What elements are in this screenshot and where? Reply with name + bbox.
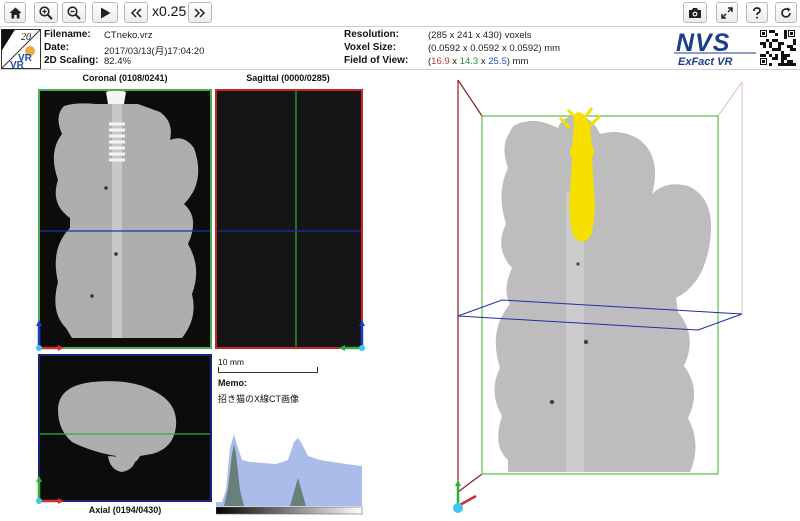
logo-product: ExFact VR bbox=[678, 56, 732, 68]
nvs-logo: NVS ExFact VR bbox=[674, 29, 756, 68]
refresh-button[interactable] bbox=[775, 2, 797, 23]
sagittal-view[interactable] bbox=[213, 86, 365, 352]
volume-object bbox=[494, 116, 712, 472]
sagittal-axis-z-head bbox=[359, 320, 365, 326]
memo-text[interactable]: 招き猫のX線CT画像 bbox=[218, 394, 300, 404]
zoom-level: x0.25 bbox=[152, 3, 187, 19]
scaling-label: 2D Scaling: bbox=[44, 55, 99, 66]
refresh-icon bbox=[781, 7, 791, 18]
filename-value: CTneko.vrz bbox=[104, 30, 153, 41]
axial-tab bbox=[108, 456, 136, 472]
coronal-view[interactable] bbox=[36, 86, 214, 352]
fov-value: (16.9 x 14.3 x 25.5) mm bbox=[428, 56, 529, 67]
memo-label: Memo: bbox=[218, 378, 247, 388]
bbox-red-edges bbox=[457, 79, 483, 493]
histogram-peak-object bbox=[290, 478, 306, 506]
logo-brand: NVS bbox=[676, 29, 730, 57]
histogram-curve bbox=[216, 434, 362, 506]
coronal-axis-x-head bbox=[58, 345, 64, 351]
toolbar: x0.25 bbox=[0, 0, 800, 26]
fov-y: 14.3 bbox=[459, 56, 479, 67]
fov-label: Field of View: bbox=[344, 55, 409, 66]
svg-text:VR: VR bbox=[18, 53, 33, 64]
zoom-out-icon bbox=[67, 5, 81, 20]
axial-caption: Axial (0194/0430) bbox=[88, 505, 162, 515]
fullscreen-button[interactable] bbox=[716, 2, 738, 23]
coronal-void bbox=[90, 294, 94, 298]
volume-void bbox=[583, 339, 589, 345]
help-icon bbox=[753, 6, 761, 19]
qr-code-icon bbox=[760, 30, 796, 66]
svg-text:VR: VR bbox=[10, 60, 25, 69]
scale-label: 10 mm bbox=[218, 357, 244, 367]
svg-text:20: 20 bbox=[21, 32, 31, 43]
coronal-top-insert bbox=[106, 90, 126, 104]
play-button[interactable] bbox=[92, 2, 118, 23]
bbox-front-edges bbox=[457, 80, 743, 492]
axial-view[interactable] bbox=[36, 352, 214, 504]
screenshot-button[interactable] bbox=[683, 2, 707, 23]
axial-axis-x-head bbox=[58, 498, 64, 504]
volume-void bbox=[576, 262, 580, 266]
zoom-in-button[interactable] bbox=[34, 2, 58, 23]
histogram-panel[interactable] bbox=[216, 430, 364, 518]
voxel-size-label: Voxel Size: bbox=[344, 42, 397, 53]
date-label: Date: bbox=[44, 42, 70, 53]
zoom-in-icon bbox=[39, 5, 53, 20]
coronal-screw bbox=[109, 122, 125, 162]
filename-label: Filename: bbox=[44, 29, 91, 40]
home-button[interactable] bbox=[4, 2, 26, 23]
vr-badge-icon: 20 1 VR VR bbox=[1, 29, 41, 69]
sagittal-axis-y-head bbox=[339, 345, 345, 351]
home-icon bbox=[9, 7, 21, 18]
volume-axis-y-head bbox=[455, 480, 461, 486]
volume-render-view[interactable] bbox=[440, 72, 800, 521]
sagittal-caption: Sagittal (0000/0285) bbox=[246, 73, 330, 83]
scale-bar bbox=[218, 367, 318, 373]
zoom-out-button[interactable] bbox=[62, 2, 86, 23]
voxel-size-value: (0.0592 x 0.0592 x 0.0592) mm bbox=[428, 43, 561, 54]
coronal-axis-z-head bbox=[36, 320, 42, 326]
scaling-value: 82.4% bbox=[104, 56, 131, 67]
date-value: 2017/03/13(月)17:04:20 bbox=[104, 46, 205, 57]
fov-x: 16.9 bbox=[431, 56, 450, 67]
svg-text:1: 1 bbox=[5, 41, 10, 52]
help-button[interactable] bbox=[746, 2, 768, 23]
sagittal-origin bbox=[359, 345, 365, 351]
axial-origin bbox=[36, 498, 42, 504]
play-icon bbox=[100, 7, 110, 18]
bbox-green-edges bbox=[481, 115, 719, 475]
sagittal-frame bbox=[215, 89, 363, 349]
camera-icon bbox=[689, 7, 701, 18]
info-header: 20 1 VR VR Filename: CTneko.vrz Date: 20… bbox=[0, 26, 800, 70]
axial-axis-y-head bbox=[36, 476, 42, 482]
coronal-void bbox=[104, 186, 108, 190]
coronal-caption: Coronal (0108/0241) bbox=[82, 73, 168, 83]
fast-forward-icon bbox=[194, 7, 206, 18]
axial-slice-plane[interactable] bbox=[457, 299, 743, 331]
volume-origin bbox=[453, 503, 463, 513]
coronal-object bbox=[53, 103, 199, 338]
coronal-core bbox=[112, 104, 122, 338]
axial-object bbox=[58, 381, 177, 464]
axial-frame bbox=[38, 354, 212, 502]
fov-z: 25.5 bbox=[488, 56, 507, 67]
screw-top-fragments bbox=[558, 107, 602, 130]
volume-core-streak bbox=[566, 192, 584, 472]
grayscale-ramp[interactable] bbox=[216, 506, 363, 515]
coronal-origin bbox=[36, 345, 42, 351]
fast-forward-button[interactable] bbox=[188, 2, 212, 23]
highlighted-screw[interactable] bbox=[569, 112, 595, 242]
expand-icon bbox=[721, 6, 733, 19]
resolution-label: Resolution: bbox=[344, 29, 399, 40]
sagittal-background bbox=[216, 90, 362, 348]
coronal-frame bbox=[38, 89, 212, 349]
resolution-value: (285 x 241 x 430) voxels bbox=[428, 30, 532, 41]
volume-void bbox=[549, 399, 555, 405]
rewind-button[interactable] bbox=[124, 2, 148, 23]
histogram-peak-air bbox=[224, 444, 244, 506]
rewind-icon bbox=[130, 7, 142, 18]
coronal-void bbox=[114, 252, 118, 256]
